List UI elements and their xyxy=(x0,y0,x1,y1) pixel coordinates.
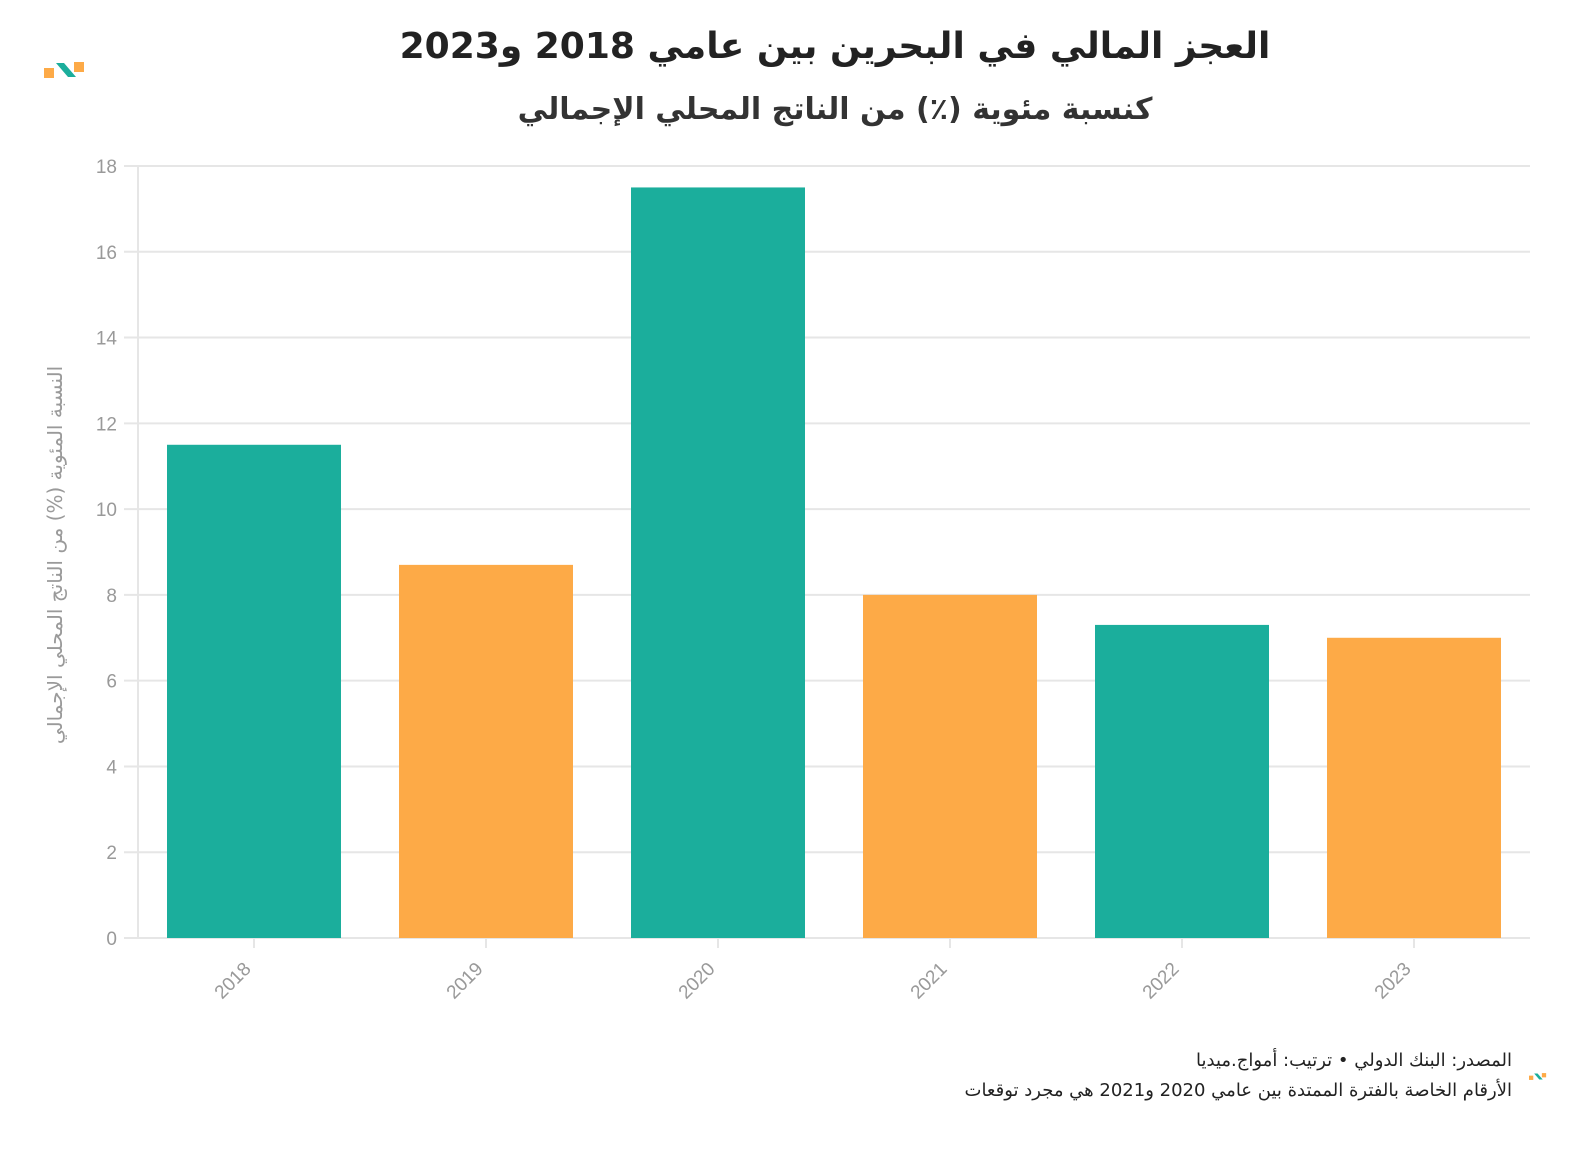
chart-subtitle: كنسبة مئوية (٪) من الناتج المحلي الإجمال… xyxy=(517,92,1153,127)
y-tick-label: 0 xyxy=(106,929,117,950)
y-tick-label: 16 xyxy=(96,243,117,264)
bar-2020 xyxy=(631,187,805,938)
x-tick-label: 2022 xyxy=(1139,959,1184,1004)
y-tick-label: 18 xyxy=(96,157,117,178)
bar-2023 xyxy=(1327,637,1501,938)
y-tick-label: 14 xyxy=(96,329,118,350)
footer: المصدر: البنك الدولي • ترتيب: أمواج.ميدي… xyxy=(965,1046,1513,1106)
y-tick-label: 4 xyxy=(106,757,117,778)
bar-2019 xyxy=(399,564,573,938)
bar-2018 xyxy=(167,444,341,938)
y-tick-label: 2 xyxy=(106,843,117,864)
y-tick-label: 6 xyxy=(106,672,117,693)
bar-2022 xyxy=(1095,624,1269,938)
bar-chart: 0 2 4 6 8 10 12 14 16 18 2018 2019 2020 2021 2022 2023 xyxy=(96,157,1530,1004)
y-tick-label: 8 xyxy=(106,586,117,607)
source-line: المصدر: البنك الدولي • ترتيب: أمواج.ميدي… xyxy=(1196,1050,1512,1071)
x-tick-label: 2023 xyxy=(1371,959,1416,1004)
x-tick-label: 2021 xyxy=(907,959,952,1004)
x-tick-label: 2019 xyxy=(443,959,488,1004)
amwaj-logo-icon xyxy=(44,62,84,78)
x-tick-label: 2020 xyxy=(675,959,720,1004)
chart-title: العجز المالي في البحرين بين عامي 2018 و2… xyxy=(399,26,1271,67)
y-tick-label: 10 xyxy=(96,500,117,521)
note-line: الأرقام الخاصة بالفترة الممتدة بين عامي … xyxy=(964,1080,1513,1101)
y-tick-label: 12 xyxy=(96,414,117,435)
y-axis-label: النسبة المئوية (%) من الناتج المحلي الإج… xyxy=(43,365,67,745)
x-tick-label: 2018 xyxy=(211,959,256,1004)
bar-2021 xyxy=(863,594,1037,938)
amwaj-logo-small-icon xyxy=(1529,1073,1547,1080)
